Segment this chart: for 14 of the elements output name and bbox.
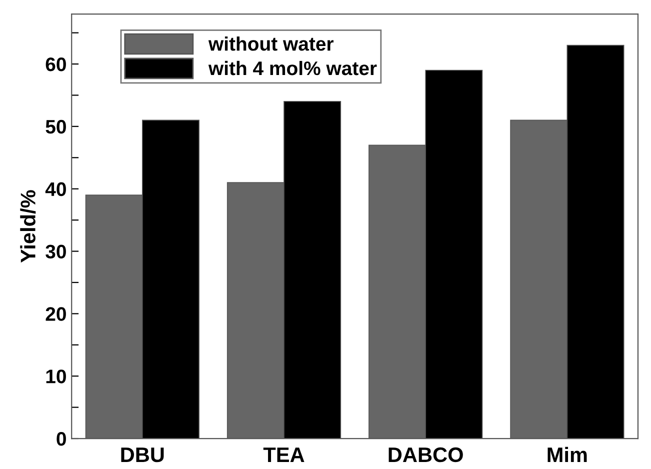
y-tick-label: 50 (46, 120, 66, 134)
y-tick-label: 40 (45, 182, 66, 196)
legend-label: without water (208, 36, 334, 51)
x-tick-label: DABCO (388, 447, 463, 462)
x-tick-label: Mim (548, 446, 587, 462)
y-tick-label: 0 (56, 432, 66, 446)
x-tick-label: TEA (263, 448, 304, 462)
legend-label: with 4 mol% water (208, 60, 377, 76)
y-tick-label: 30 (46, 244, 66, 259)
y-tick-label: 60 (46, 57, 66, 72)
y-axis-title: Yield/% (20, 190, 36, 263)
y-tick-label: 20 (46, 307, 66, 321)
x-tick-label: DBU (121, 448, 164, 462)
y-tick-label: 10 (46, 370, 66, 384)
